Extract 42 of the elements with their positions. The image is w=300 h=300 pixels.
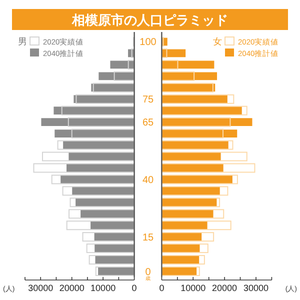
- bar: [33, 163, 135, 173]
- bar: [42, 152, 135, 162]
- bar: [161, 117, 231, 127]
- bar: [62, 186, 135, 196]
- bar: [161, 71, 195, 81]
- bar: [161, 209, 224, 219]
- legend-title: 女: [213, 36, 222, 46]
- bar: [161, 244, 208, 254]
- y-tick-label: 40: [142, 174, 154, 186]
- bar: [114, 71, 135, 81]
- legend-title: 男: [18, 36, 27, 46]
- bar: [161, 220, 232, 230]
- bar: [110, 60, 135, 70]
- bar: [161, 60, 215, 70]
- bar: [86, 244, 135, 254]
- bar: [161, 152, 248, 162]
- bar: [161, 48, 186, 58]
- x-tick-label: 10000: [180, 283, 206, 293]
- x-tick-label: 20000: [59, 283, 84, 293]
- x-tick-label: 0: [132, 283, 137, 293]
- x-tick-label: 20000: [212, 283, 238, 293]
- bar: [161, 60, 178, 70]
- x-tick-label: 10000: [90, 283, 116, 293]
- bar: [88, 255, 135, 265]
- y-tick-label: 75: [142, 94, 154, 106]
- bar: [161, 163, 256, 173]
- x-tick-label: 30000: [243, 283, 268, 293]
- bar: [161, 186, 228, 196]
- bar: [161, 232, 214, 242]
- x-tick-label: 0: [159, 283, 164, 293]
- x-tick-label: 30000: [28, 283, 54, 293]
- y-tick-label: 65: [142, 118, 154, 129]
- chart-title: 相模原市の人口ピラミッド: [71, 12, 228, 28]
- bar: [71, 128, 135, 138]
- bar: [66, 220, 135, 230]
- y-tick-label: 15: [142, 232, 154, 244]
- bar: [82, 232, 135, 242]
- bar: [161, 128, 224, 138]
- y-tick-label: 100: [140, 37, 157, 48]
- bar: [68, 209, 135, 219]
- bar: [68, 117, 135, 127]
- bar: [161, 255, 205, 265]
